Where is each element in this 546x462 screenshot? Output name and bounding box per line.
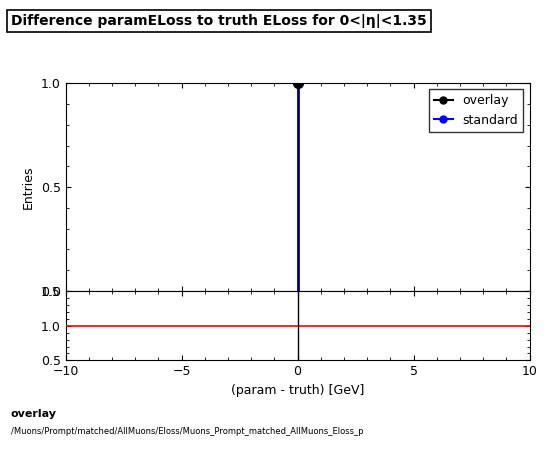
Text: /Muons/Prompt/matched/AllMuons/Eloss/Muons_Prompt_matched_AllMuons_Eloss_p: /Muons/Prompt/matched/AllMuons/Eloss/Muo… xyxy=(11,427,364,436)
Legend: overlay, standard: overlay, standard xyxy=(429,90,524,132)
X-axis label: (param - truth) [GeV]: (param - truth) [GeV] xyxy=(231,384,364,397)
Text: Difference paramELoss to truth ELoss for 0<|η|<1.35: Difference paramELoss to truth ELoss for… xyxy=(11,14,426,28)
Text: overlay: overlay xyxy=(11,409,57,419)
Y-axis label: Entries: Entries xyxy=(22,165,35,209)
